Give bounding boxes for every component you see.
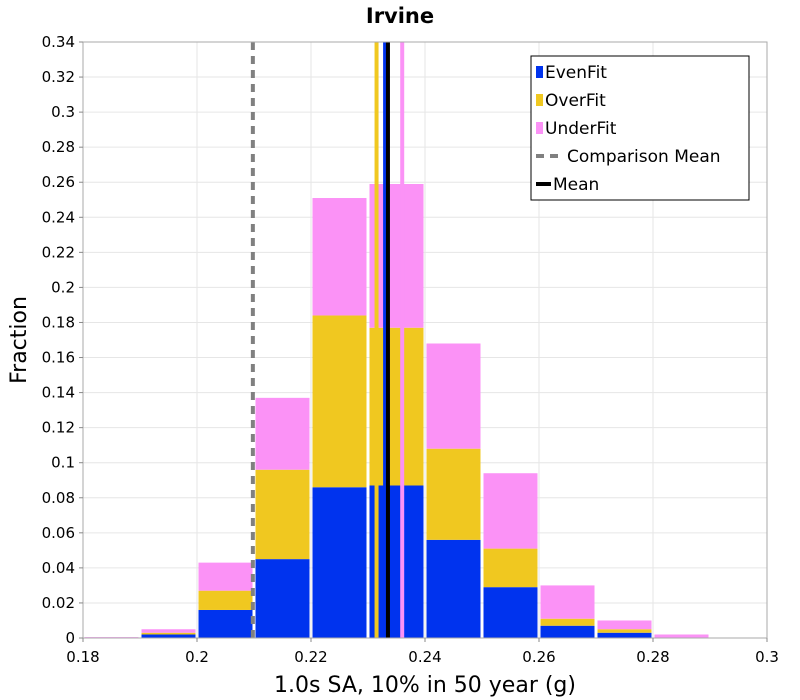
- bar-overfit: [483, 548, 538, 588]
- y-tick-label: 0.22: [42, 243, 75, 261]
- legend-label: OverFit: [545, 91, 606, 111]
- bar-overfit: [312, 315, 367, 488]
- bar-evenfit: [312, 487, 367, 638]
- y-tick-label: 0.28: [42, 138, 75, 156]
- y-tick-label: 0.3: [51, 103, 75, 121]
- bar-evenfit: [597, 632, 652, 638]
- y-tick-label: 0.1: [51, 454, 75, 472]
- y-tick-label: 0.16: [42, 349, 75, 367]
- x-tick-label: 0.26: [522, 648, 555, 666]
- stacked-bars: [84, 183, 709, 638]
- legend: EvenFit OverFit UnderFit Comparison Mean Mea…: [530, 55, 750, 201]
- bar-underfit: [483, 473, 538, 549]
- legend-label: EvenFit: [545, 63, 607, 83]
- legend-box: [530, 55, 750, 201]
- chart-title: Irvine: [366, 4, 434, 28]
- y-tick-label: 0: [65, 629, 75, 647]
- y-tick-label: 0.06: [42, 524, 75, 542]
- bar-evenfit: [198, 609, 253, 638]
- y-tick-label: 0.18: [42, 313, 75, 331]
- bar-underfit: [312, 198, 367, 316]
- x-tick-label: 0.2: [185, 648, 209, 666]
- bar-evenfit: [426, 539, 481, 638]
- y-tick-label: 0.24: [42, 208, 75, 226]
- bar-underfit: [198, 562, 253, 591]
- bar-underfit: [255, 397, 310, 470]
- bar-overfit: [141, 632, 196, 635]
- bar-evenfit: [141, 634, 196, 638]
- bar-overfit: [540, 618, 595, 626]
- x-axis-label: 1.0s SA, 10% in 50 year (g): [274, 673, 576, 698]
- y-tick-label: 0.34: [42, 33, 75, 51]
- y-axis-label: Fraction: [7, 296, 32, 384]
- y-axis-ticks: 0 0.02 0.04 0.06 0.08 0.1 0.12 0.14 0.16 0.18 0.2 0…: [42, 33, 83, 647]
- mean-lines: [250, 42, 405, 638]
- bar-overfit: [597, 629, 652, 633]
- x-tick-label: 0.24: [408, 648, 441, 666]
- y-tick-label: 0.08: [42, 489, 75, 507]
- bar-underfit: [141, 629, 196, 633]
- bar-evenfit: [483, 587, 538, 638]
- legend-label: Mean: [553, 175, 599, 195]
- y-tick-label: 0.04: [42, 559, 75, 577]
- x-tick-label: 0.3: [755, 648, 779, 666]
- bar-overfit: [255, 469, 310, 560]
- bar-evenfit: [540, 625, 595, 638]
- x-tick-label: 0.18: [66, 648, 99, 666]
- y-tick-label: 0.02: [42, 594, 75, 612]
- x-axis-ticks: 0.18 0.2 0.22 0.24 0.26 0.28 0.3: [66, 638, 779, 666]
- legend-label: UnderFit: [545, 119, 617, 139]
- legend-label: Comparison Mean: [567, 147, 721, 167]
- bar-underfit: [540, 585, 595, 619]
- bar-overfit: [426, 448, 481, 540]
- x-tick-label: 0.28: [636, 648, 669, 666]
- y-tick-label: 0.12: [42, 419, 75, 437]
- legend-swatch-underfit: [536, 122, 543, 134]
- legend-swatch-overfit: [536, 94, 543, 106]
- bar-underfit: [426, 343, 481, 449]
- y-tick-label: 0.32: [42, 68, 75, 86]
- y-tick-label: 0.26: [42, 173, 75, 191]
- bar-underfit: [654, 634, 709, 638]
- y-tick-label: 0.14: [42, 384, 75, 402]
- bar-underfit: [597, 620, 652, 630]
- bar-overfit: [198, 590, 253, 610]
- x-tick-label: 0.22: [294, 648, 327, 666]
- legend-swatch-evenfit: [536, 66, 543, 78]
- bar-evenfit: [255, 559, 310, 638]
- y-tick-label: 0.2: [51, 278, 75, 296]
